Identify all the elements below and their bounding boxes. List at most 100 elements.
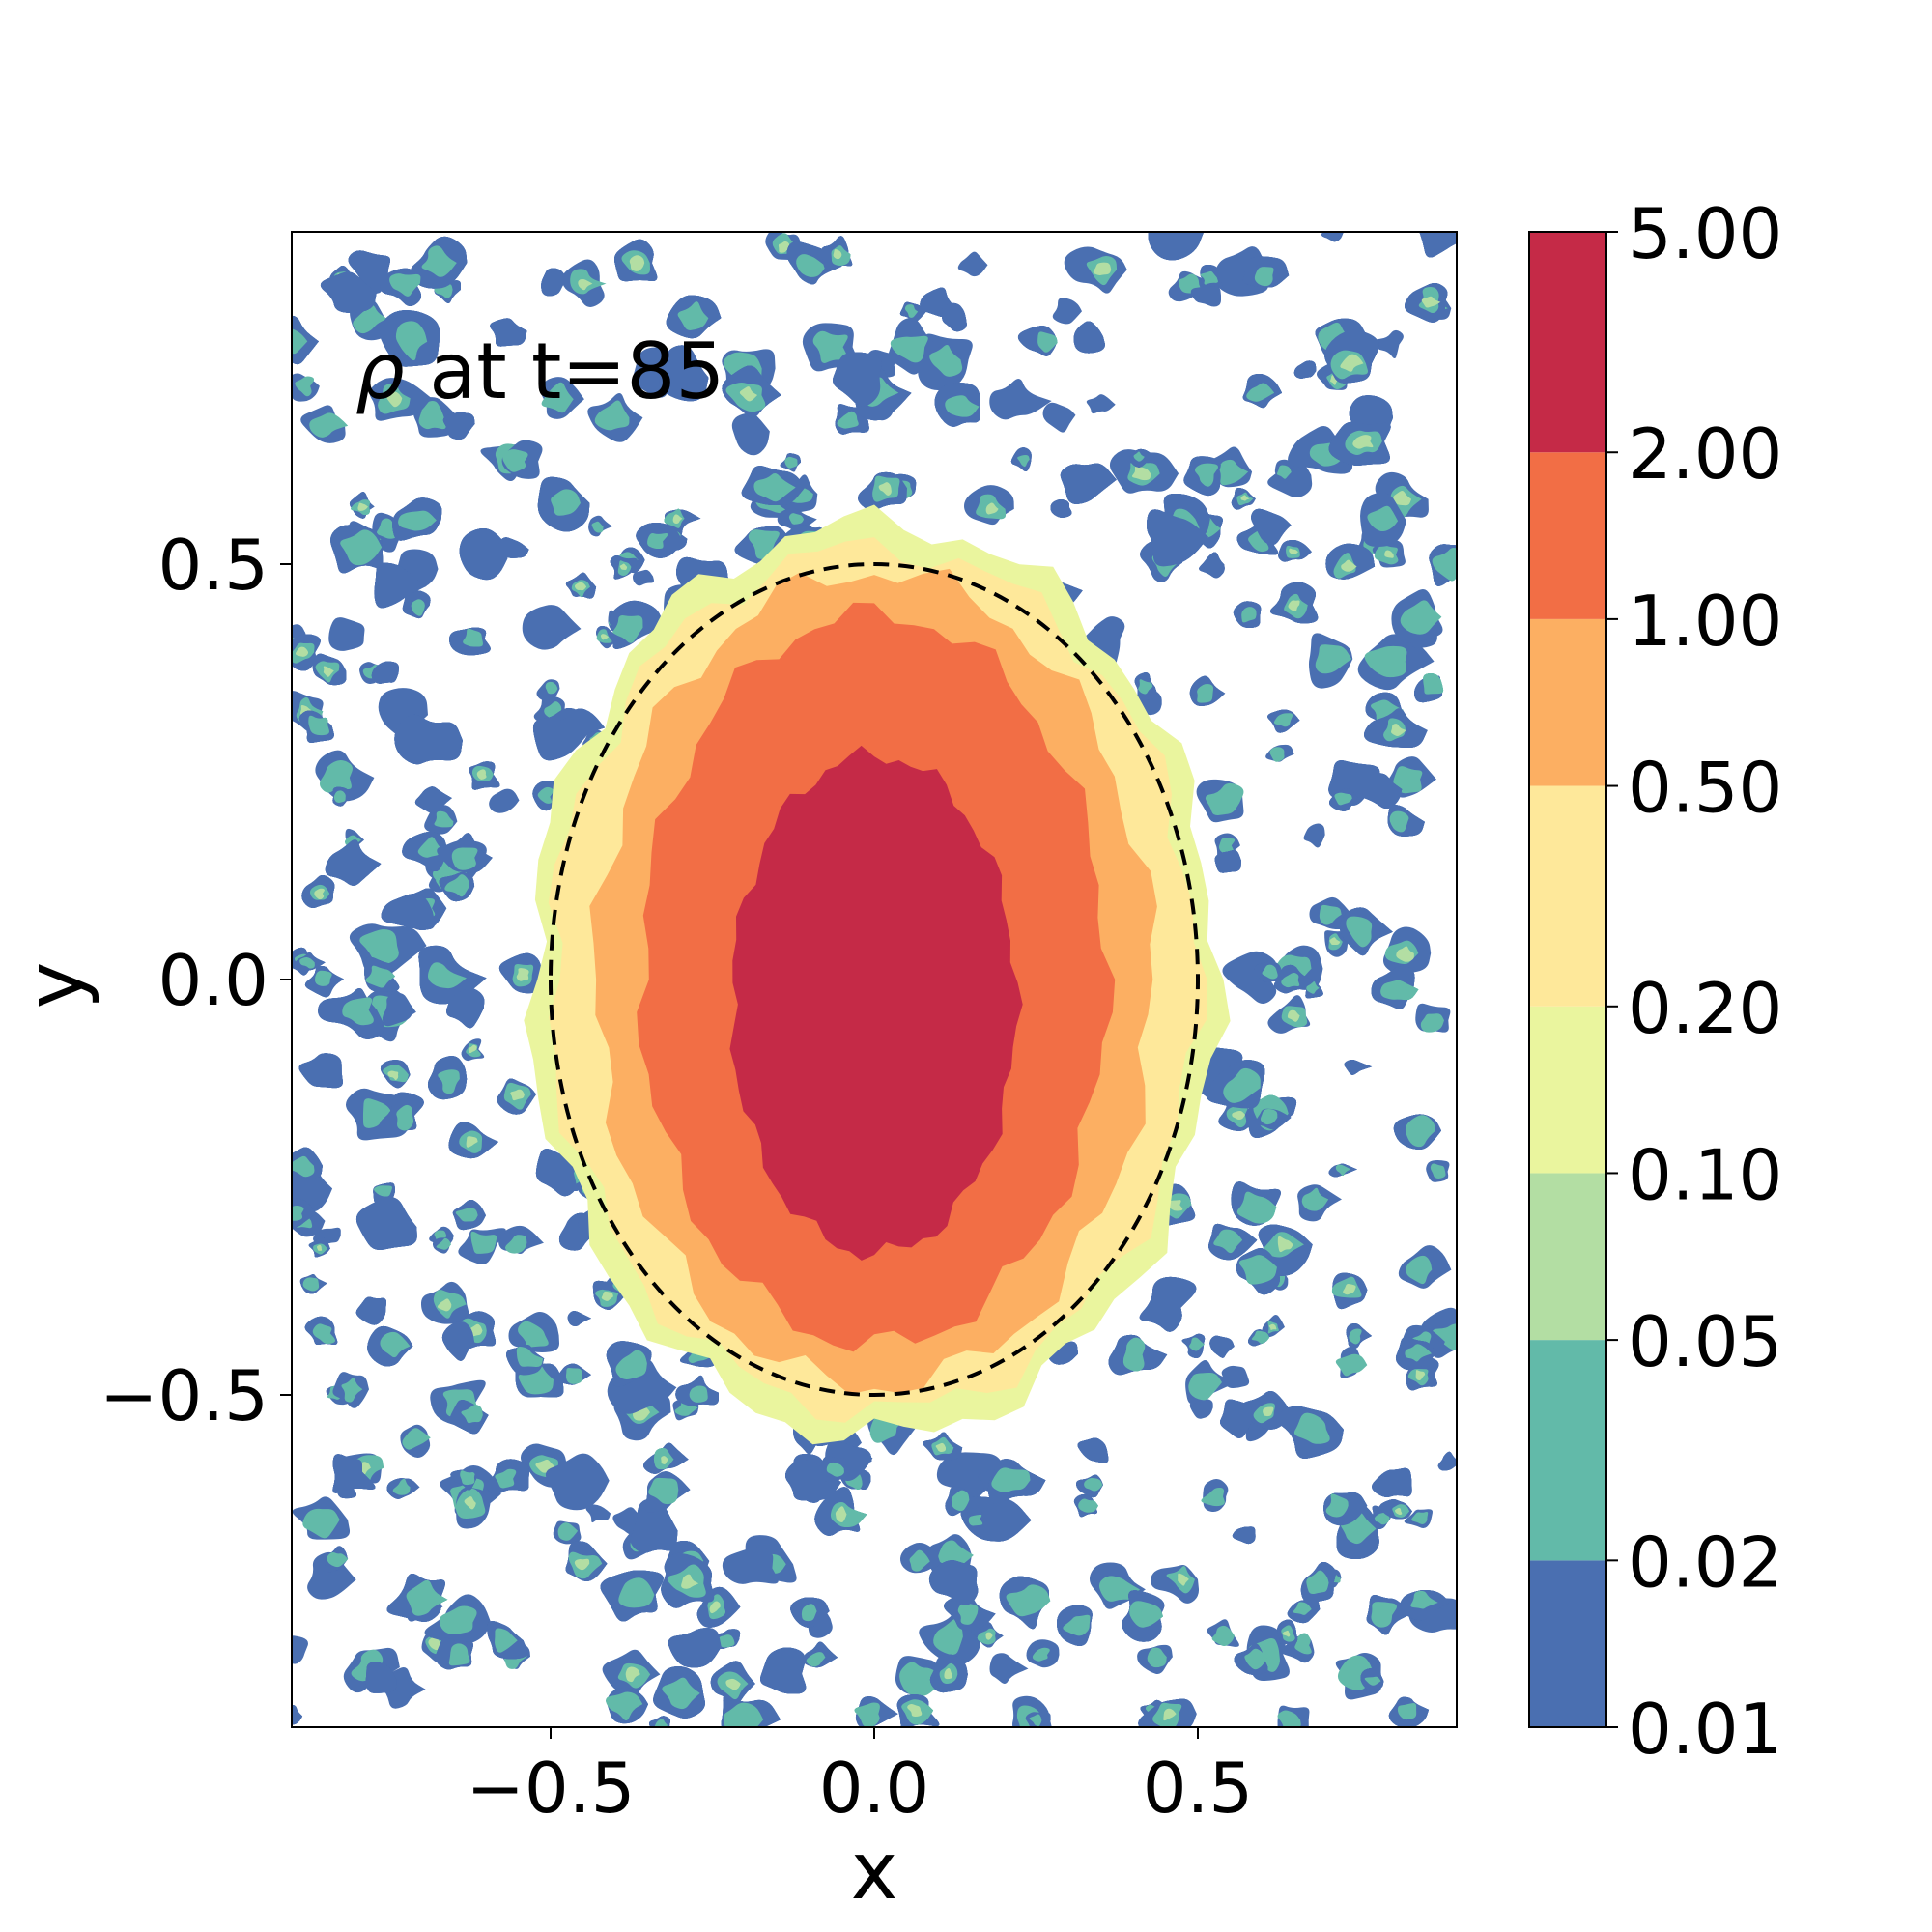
- noise-blob: [292, 1635, 308, 1664]
- x-axis-label: x: [851, 1826, 898, 1918]
- noise-blob-core: [985, 502, 999, 515]
- noise-blob-inner: [796, 254, 826, 277]
- noise-blob-inner: [565, 1368, 583, 1384]
- noise-blob-inner: [463, 628, 484, 647]
- noise-blob-inner: [648, 1477, 679, 1505]
- noise-blob-inner: [1262, 964, 1278, 980]
- noise-blob-inner: [890, 335, 928, 363]
- noise-blob-inner: [1205, 782, 1244, 815]
- noise-blob-core: [944, 1667, 953, 1680]
- noise-blob-inner: [1084, 1478, 1103, 1492]
- noise-blob-inner: [444, 874, 470, 897]
- noise-blob-inner: [495, 1628, 518, 1653]
- noise-blob: [381, 894, 436, 930]
- noise-blob-inner: [1188, 1372, 1222, 1401]
- noise-blob: [1220, 1399, 1253, 1438]
- noise-blob-core: [574, 1558, 590, 1571]
- noise-blob: [1147, 509, 1208, 567]
- noise-blob-inner: [333, 790, 346, 804]
- noise-blob-inner: [374, 1185, 392, 1197]
- noise-blob: [374, 562, 427, 609]
- noise-blob-inner: [1411, 1511, 1429, 1525]
- noise-blob: [442, 412, 475, 440]
- colorbar-tick-label: 0.02: [1628, 1521, 1782, 1603]
- noise-blob-inner: [951, 1490, 970, 1512]
- noise-blob-inner: [319, 760, 354, 793]
- noise-blob-inner: [968, 1514, 983, 1526]
- noise-blob-inner: [945, 395, 980, 417]
- noise-blob: [928, 1560, 979, 1605]
- noise-blob-inner: [1277, 1710, 1301, 1727]
- noise-blob: [348, 250, 391, 294]
- noise-blob-core: [1268, 1323, 1277, 1331]
- noise-blob-inner: [402, 1428, 431, 1450]
- noise-blob: [522, 605, 582, 650]
- noise-blob-inner: [1219, 459, 1249, 486]
- noise-blob: [459, 527, 508, 581]
- noise-blob-core: [1287, 1009, 1300, 1022]
- noise-blob: [498, 537, 529, 558]
- noise-blob-inner: [1410, 1590, 1438, 1609]
- noise-blob-core: [709, 1601, 721, 1614]
- noise-blob: [630, 1498, 678, 1553]
- noise-blob-inner: [505, 1235, 527, 1254]
- density-bands: [524, 504, 1231, 1445]
- noise-blob-inner: [1393, 766, 1423, 794]
- noise-blob: [414, 786, 452, 813]
- noise-blob: [1362, 773, 1403, 810]
- noise-blob-inner: [537, 786, 554, 804]
- noise-blob-inner: [1244, 1648, 1267, 1670]
- noise-blob-inner: [1389, 810, 1409, 833]
- noise-blob-inner: [1236, 1191, 1277, 1224]
- noise-blob-core: [739, 386, 758, 402]
- noise-blob-inner: [1281, 972, 1300, 988]
- noise-blob: [1139, 1276, 1197, 1332]
- noise-blob-inner: [1373, 1512, 1390, 1525]
- noise-blob-inner: [1349, 1328, 1362, 1345]
- noise-blob: [957, 251, 988, 277]
- noise-blob: [320, 271, 377, 313]
- noise-blob-core: [466, 1136, 478, 1148]
- noise-blob: [1419, 232, 1457, 258]
- noise-blob-inner: [957, 1603, 979, 1625]
- x-tick-label: −0.5: [467, 1747, 636, 1829]
- reference-ellipse: [548, 562, 1201, 1397]
- noise-blob: [1293, 360, 1317, 379]
- noise-blob-inner: [1423, 673, 1444, 695]
- noise-blob-core: [1131, 466, 1151, 481]
- noise-blob-core: [510, 1089, 525, 1101]
- noise-blob-inner: [418, 400, 446, 430]
- noise-blob: [328, 617, 365, 651]
- noise-blob-inner: [929, 345, 963, 377]
- noise-blob-inner: [392, 1478, 411, 1495]
- noise-blob: [1086, 394, 1116, 414]
- noise-blob-inner: [748, 529, 780, 559]
- noise-blob-inner: [1420, 1013, 1444, 1033]
- noise-blob-inner: [904, 304, 919, 318]
- noise-blob-core: [1341, 559, 1357, 572]
- noise-blob-inner: [618, 1577, 655, 1608]
- noise-blob: [1190, 280, 1221, 307]
- noise-blob-inner: [359, 928, 399, 965]
- noise-blob-core: [578, 279, 593, 291]
- noise-blob-core: [323, 666, 334, 677]
- noise-blob-inner: [1306, 1570, 1329, 1594]
- noise-blob-inner: [612, 615, 643, 643]
- noise-blob-inner: [516, 1346, 544, 1368]
- noise-blob-inner: [1325, 1493, 1349, 1518]
- y-axis-ticks: 0.5 0.0 −0.5: [99, 525, 292, 1436]
- noise-blob: [1042, 402, 1076, 433]
- y-tick-label: 0.0: [157, 940, 269, 1021]
- noise-blob-core: [1384, 550, 1394, 558]
- noise-blob-inner: [451, 847, 478, 870]
- noise-blob: [541, 268, 567, 297]
- noise-blob-inner: [398, 510, 437, 531]
- noise-blob-core: [1343, 1284, 1356, 1295]
- noise-blob-inner: [309, 412, 349, 438]
- noise-blob: [446, 987, 485, 1029]
- density-band: [729, 745, 1023, 1261]
- noise-blob-inner: [594, 400, 630, 431]
- noise-blob-inner: [495, 1468, 517, 1489]
- noise-blob-inner: [662, 1677, 700, 1710]
- noise-blob-inner: [455, 1208, 478, 1222]
